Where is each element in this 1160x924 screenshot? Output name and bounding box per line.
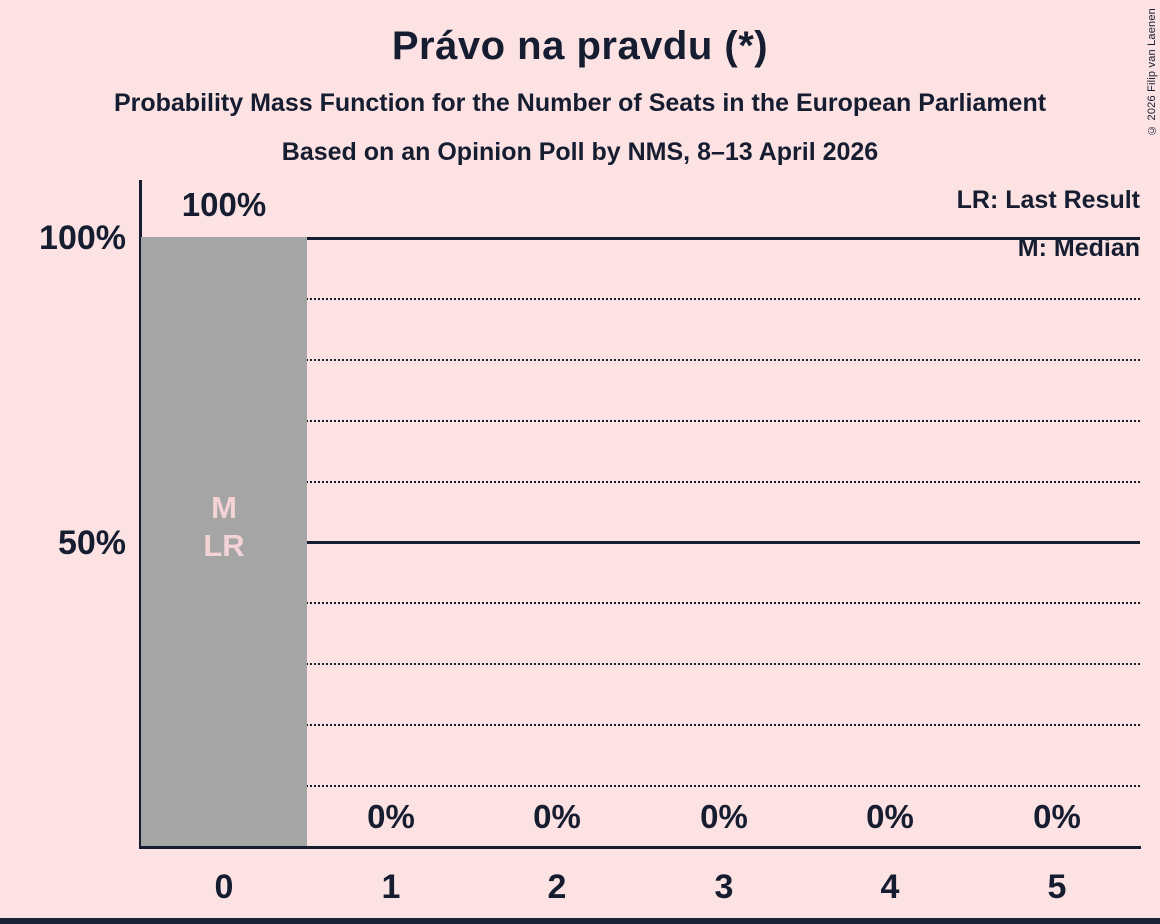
- gridline-40pct: [141, 602, 1140, 604]
- poll-info: Based on an Opinion Poll by NMS, 8–13 Ap…: [281, 138, 879, 166]
- x-tick-0: 0: [214, 868, 234, 906]
- x-tick-5: 5: [1047, 868, 1067, 906]
- value-label-seats-3: 0%: [700, 798, 748, 835]
- chart-title: Právo na pravdu (*): [391, 24, 769, 68]
- gridline-10pct: [141, 785, 1140, 787]
- x-tick-2: 2: [547, 868, 567, 906]
- value-label-seats-5: 0%: [1033, 798, 1081, 835]
- value-label-seats-4: 0%: [866, 798, 914, 835]
- gridline-100pct: [141, 237, 1140, 240]
- x-tick-4: 4: [880, 868, 900, 906]
- last-result-marker: LR: [203, 528, 245, 563]
- x-tick-3: 3: [714, 868, 734, 906]
- median-marker: M: [211, 490, 237, 525]
- value-label-seats-2: 0%: [533, 798, 581, 835]
- gridline-80pct: [141, 359, 1140, 361]
- chart-subtitle: Probability Mass Function for the Number…: [113, 89, 1047, 117]
- y-tick-100: 100%: [39, 219, 126, 257]
- x-axis: [139, 846, 1141, 849]
- gridline-60pct: [141, 481, 1140, 483]
- y-tick-50: 50%: [57, 524, 126, 562]
- gridline-90pct: [141, 298, 1140, 300]
- y-axis: [139, 180, 142, 849]
- bar-seats-0: M LR: [141, 237, 307, 846]
- bottom-border: [0, 918, 1160, 924]
- gridline-50pct: [141, 541, 1140, 544]
- value-label-seats-0: 100%: [181, 186, 267, 223]
- gridline-30pct: [141, 663, 1140, 665]
- gridline-20pct: [141, 724, 1140, 726]
- value-label-seats-1: 0%: [367, 798, 415, 835]
- x-tick-1: 1: [381, 868, 401, 906]
- median-last-result-marker: M LR: [141, 489, 307, 565]
- gridline-70pct: [141, 420, 1140, 422]
- copyright-notice: © 2026 Filip van Laenen: [1146, 8, 1158, 136]
- legend-last-result: LR: Last Result: [956, 186, 1140, 214]
